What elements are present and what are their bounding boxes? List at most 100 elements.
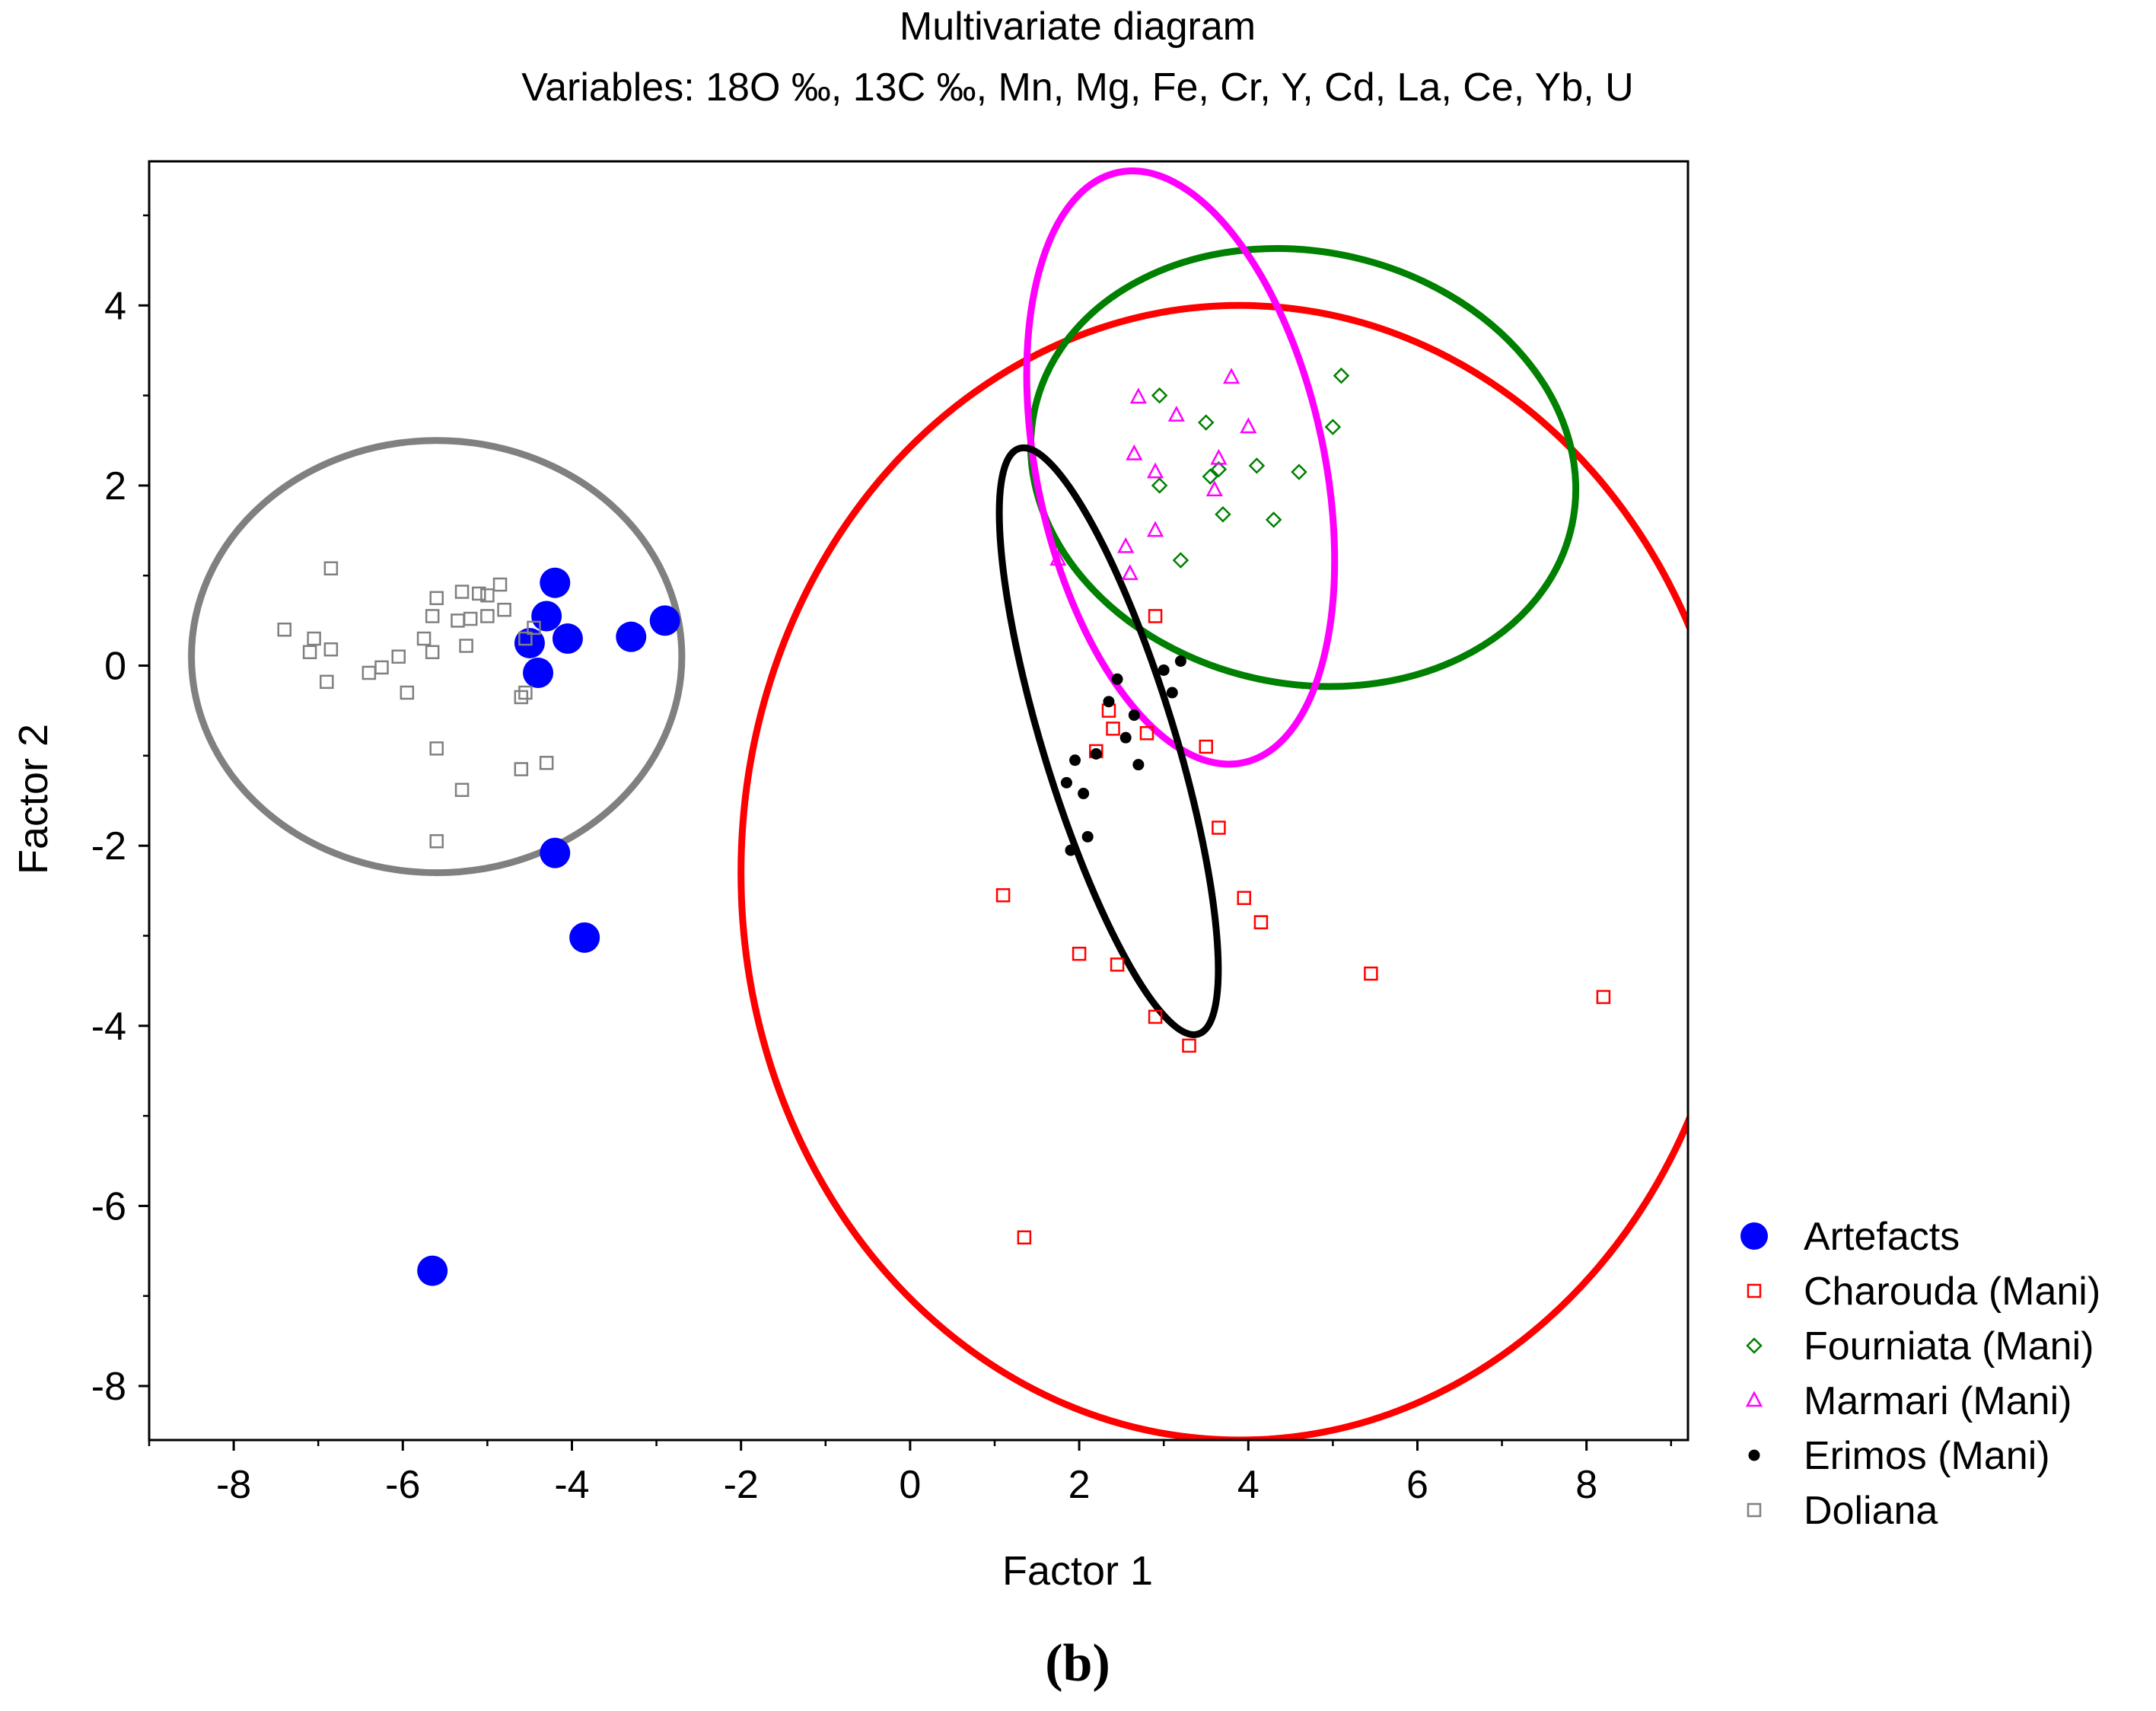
- point-fourniata-mani: [1172, 552, 1189, 569]
- point-marmari-mani: [1121, 564, 1139, 581]
- point-erimos-mani: [1111, 673, 1123, 685]
- point-charouda-mani: [1072, 946, 1087, 961]
- series-marmari-mani: [1049, 368, 1257, 581]
- point-artefacts: [616, 621, 647, 652]
- point-marmari-mani: [1167, 405, 1185, 422]
- data-points: [277, 367, 1611, 1286]
- point-doliana: [307, 631, 321, 646]
- point-marmari-mani: [1210, 448, 1228, 465]
- point-marmari-mani: [1117, 537, 1135, 553]
- series-doliana: [277, 561, 554, 849]
- point-doliana: [374, 660, 389, 675]
- panel-label: (b): [1045, 1634, 1110, 1693]
- point-artefacts: [540, 567, 571, 598]
- legend-label: Marmari (Mani): [1804, 1379, 2072, 1423]
- chart-title: Multivariate diagram: [900, 5, 1256, 49]
- point-fourniata-mani: [1151, 387, 1168, 404]
- point-doliana: [497, 602, 511, 617]
- point-doliana: [480, 609, 495, 623]
- point-erimos-mani: [1069, 754, 1081, 766]
- series-artefacts: [417, 567, 680, 1286]
- point-doliana: [518, 631, 533, 646]
- point-doliana: [454, 585, 470, 599]
- legend-label: Fourniata (Mani): [1804, 1324, 2094, 1368]
- point-charouda-mani: [1212, 820, 1226, 835]
- legend-item-fourniata-mani: Fourniata (Mani): [1746, 1324, 2094, 1368]
- legend-item-artefacts: Artefacts: [1740, 1215, 1960, 1259]
- legend-item-charouda-mani: Charouda (Mani): [1747, 1270, 2100, 1314]
- point-doliana: [323, 642, 339, 657]
- legend-marker: [1748, 1449, 1760, 1461]
- point-fourniata-mani: [1291, 464, 1307, 480]
- point-charouda-mani: [1106, 722, 1120, 736]
- point-charouda-mani: [1148, 609, 1163, 623]
- legend-label: Doliana: [1804, 1489, 1938, 1533]
- point-doliana: [323, 561, 339, 576]
- point-fourniata-mani: [1333, 367, 1350, 384]
- x-tick-label: -4: [554, 1463, 589, 1507]
- point-erimos-mani: [1060, 776, 1072, 789]
- point-marmari-mani: [1129, 387, 1147, 404]
- legend-label: Erimos (Mani): [1804, 1434, 2050, 1478]
- x-tick-label: 6: [1406, 1463, 1428, 1507]
- y-tick-label: 4: [104, 284, 126, 328]
- point-marmari-mani: [1205, 480, 1223, 497]
- y-tick-label: -8: [91, 1365, 126, 1409]
- point-doliana: [391, 649, 406, 664]
- point-fourniata-mani: [1248, 457, 1266, 474]
- legend-item-erimos-mani: Erimos (Mani): [1748, 1434, 2050, 1478]
- point-artefacts: [523, 658, 554, 688]
- point-charouda-mani: [1596, 989, 1611, 1005]
- point-fourniata-mani: [1151, 477, 1168, 494]
- point-marmari-mani: [1147, 462, 1164, 479]
- series-fourniata-mani: [1151, 367, 1350, 569]
- point-charouda-mani: [1364, 966, 1378, 981]
- y-tick-label: 0: [104, 645, 126, 689]
- point-doliana: [429, 591, 444, 606]
- point-doliana: [463, 611, 478, 626]
- ellipse-marmari-mani: [1023, 167, 1339, 768]
- y-tick-label: -6: [91, 1184, 126, 1228]
- point-doliana: [514, 762, 529, 776]
- series-charouda-mani: [995, 609, 1611, 1245]
- point-marmari-mani: [1126, 444, 1143, 460]
- x-tick-label: -6: [385, 1463, 420, 1507]
- series-erimos-mani: [1060, 655, 1186, 856]
- point-doliana: [451, 613, 465, 628]
- point-erimos-mani: [1103, 696, 1115, 708]
- point-erimos-mani: [1090, 747, 1102, 760]
- y-axis: -8 -6 -4 -2 0 2 4: [91, 214, 149, 1409]
- x-tick-label: -8: [216, 1463, 251, 1507]
- legend-item-doliana: Doliana: [1747, 1489, 1938, 1533]
- point-charouda-mani: [1017, 1230, 1032, 1245]
- point-fourniata-mani: [1324, 419, 1342, 435]
- legend: Artefacts Charouda (Mani) Fourniata (Mani)…: [1740, 1215, 2100, 1533]
- point-doliana: [472, 586, 486, 601]
- point-artefacts: [552, 623, 583, 655]
- point-fourniata-mani: [1265, 511, 1282, 528]
- point-doliana: [361, 665, 377, 680]
- point-artefacts: [417, 1255, 448, 1286]
- point-fourniata-mani: [1202, 468, 1219, 485]
- ellipse-fourniata-mani: [1027, 245, 1580, 690]
- legend-marker: [1740, 1222, 1768, 1250]
- point-erimos-mani: [1081, 830, 1094, 843]
- x-tick-label: 8: [1575, 1463, 1597, 1507]
- point-fourniata-mani: [1215, 506, 1231, 523]
- point-marmari-mani: [1147, 521, 1164, 537]
- ellipse-doliana: [188, 437, 686, 877]
- y-tick-label: -2: [91, 824, 126, 868]
- x-tick-label: -2: [724, 1463, 759, 1507]
- point-marmari-mani: [1222, 368, 1240, 384]
- point-charouda-mani: [1253, 915, 1269, 929]
- legend-label: Charouda (Mani): [1804, 1270, 2100, 1314]
- point-doliana: [527, 620, 541, 636]
- point-doliana: [320, 674, 334, 690]
- point-doliana: [302, 645, 317, 660]
- x-tick-label: 4: [1237, 1463, 1260, 1507]
- point-doliana: [425, 609, 440, 623]
- point-artefacts: [540, 837, 571, 868]
- point-erimos-mani: [1119, 731, 1132, 744]
- point-erimos-mani: [1174, 655, 1186, 668]
